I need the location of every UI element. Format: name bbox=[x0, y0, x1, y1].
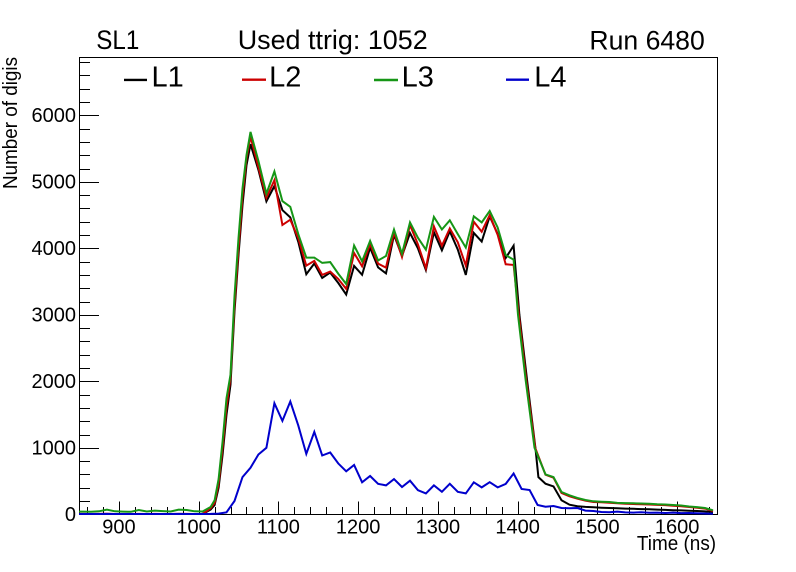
svg-text:4000: 4000 bbox=[32, 238, 77, 260]
svg-text:2000: 2000 bbox=[32, 371, 77, 393]
svg-text:1000: 1000 bbox=[32, 438, 77, 460]
svg-text:1500: 1500 bbox=[575, 516, 620, 538]
svg-text:L4: L4 bbox=[534, 61, 566, 93]
svg-text:1200: 1200 bbox=[336, 516, 381, 538]
svg-text:3000: 3000 bbox=[32, 305, 77, 327]
svg-text:Time (ns): Time (ns) bbox=[637, 533, 716, 555]
svg-text:900: 900 bbox=[102, 516, 135, 538]
svg-text:1300: 1300 bbox=[416, 516, 461, 538]
svg-text:6000: 6000 bbox=[32, 105, 77, 127]
svg-text:1100: 1100 bbox=[257, 516, 300, 538]
svg-text:L1: L1 bbox=[152, 61, 184, 93]
svg-text:5000: 5000 bbox=[32, 172, 77, 194]
svg-text:SL1: SL1 bbox=[96, 25, 139, 55]
svg-text:1400: 1400 bbox=[495, 516, 540, 538]
svg-text:Used ttrig: 1052: Used ttrig: 1052 bbox=[238, 25, 428, 55]
svg-text:Run 6480: Run 6480 bbox=[589, 25, 704, 55]
svg-text:L2: L2 bbox=[269, 61, 301, 93]
svg-text:0: 0 bbox=[65, 504, 76, 526]
svg-text:L3: L3 bbox=[402, 61, 434, 93]
svg-text:1000: 1000 bbox=[176, 516, 221, 538]
svg-text:1600: 1600 bbox=[655, 516, 700, 538]
svg-text:Number of digis: Number of digis bbox=[0, 57, 22, 189]
